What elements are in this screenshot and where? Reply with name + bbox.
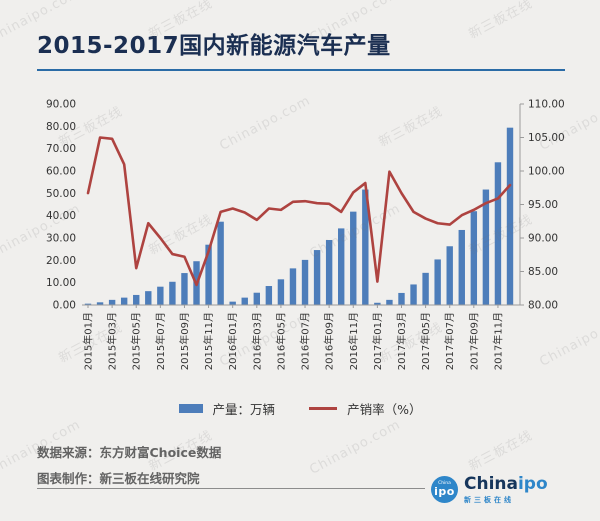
svg-text:2016年11月: 2016年11月 [347, 312, 360, 370]
svg-text:90.00: 90.00 [46, 99, 76, 111]
line-series-label: 产销率（%） [347, 402, 422, 417]
svg-text:2017年11月: 2017年11月 [491, 312, 504, 370]
svg-text:90.00: 90.00 [528, 233, 558, 245]
svg-text:2017年01月: 2017年01月 [371, 312, 384, 370]
svg-text:2016年01月: 2016年01月 [226, 312, 239, 370]
badge-main-text: ipo [434, 485, 455, 499]
svg-text:40.00: 40.00 [46, 210, 76, 222]
logo-wordmark: Chinaipo 新三板在线 [464, 476, 548, 504]
watermark-text: 新三板在线 [466, 428, 536, 475]
svg-text:20.00: 20.00 [46, 255, 76, 267]
svg-text:10.00: 10.00 [46, 277, 76, 289]
brand-name: Chinaipo [464, 476, 548, 493]
chinaipo-badge-icon: China ipo [431, 476, 458, 503]
svg-text:85.00: 85.00 [528, 266, 558, 278]
brand-part-ipo: ipo [517, 474, 548, 494]
svg-text:80.00: 80.00 [528, 300, 558, 312]
page-title: 2015-2017国内新能源汽车产量 [37, 33, 391, 59]
footer-divider [37, 488, 425, 489]
brand-part-china: China [464, 474, 518, 494]
chinaipo-logo: China ipo Chinaipo 新三板在线 [431, 476, 548, 504]
production-combo-chart: 0.00 10.00 20.00 30.00 40.00 50.00 60.00 70.00 8… [46, 99, 565, 371]
svg-text:2017年05月: 2017年05月 [419, 312, 432, 370]
svg-text:70.00: 70.00 [46, 143, 76, 155]
svg-text:95.00: 95.00 [528, 199, 558, 211]
svg-text:50.00: 50.00 [46, 188, 76, 200]
svg-text:0.00: 0.00 [53, 300, 76, 312]
svg-text:2015年07月: 2015年07月 [154, 312, 167, 370]
brand-subtext: 新三板在线 [464, 496, 514, 504]
svg-text:2016年07月: 2016年07月 [299, 312, 312, 370]
badge-top-text: China [438, 480, 451, 486]
svg-text:2017年09月: 2017年09月 [467, 312, 480, 370]
svg-text:2015年05月: 2015年05月 [130, 312, 143, 370]
bar-series-label: 产量：万辆 [212, 402, 276, 417]
chart-legend: 产量：万辆 产销率（%） [0, 399, 600, 418]
svg-text:80.00: 80.00 [46, 121, 76, 133]
line-series-swatch-icon [309, 407, 338, 410]
svg-text:2016年03月: 2016年03月 [250, 312, 263, 370]
svg-text:30.00: 30.00 [46, 233, 76, 245]
watermark-text: 新三板在线 [466, 0, 536, 43]
svg-text:2016年09月: 2016年09月 [323, 312, 336, 370]
chart-maker-text: 图表制作：新三板在线研究院 [37, 471, 200, 486]
svg-text:2015年09月: 2015年09月 [178, 312, 191, 370]
svg-text:60.00: 60.00 [46, 166, 76, 178]
svg-text:100.00: 100.00 [528, 166, 565, 178]
svg-text:2017年07月: 2017年07月 [443, 312, 456, 370]
bar-series-swatch-icon [178, 404, 203, 413]
svg-text:2015年11月: 2015年11月 [202, 312, 215, 370]
title-underline [37, 69, 565, 71]
footer-credits: 数据来源：东方财富Choice数据 图表制作：新三板在线研究院 [37, 440, 221, 492]
svg-text:2015年01月: 2015年01月 [82, 312, 95, 370]
svg-text:110.00: 110.00 [528, 99, 565, 111]
svg-text:105.00: 105.00 [528, 132, 565, 144]
svg-text:2017年03月: 2017年03月 [395, 312, 408, 370]
watermark-text: Chinaipo.com [307, 417, 404, 478]
svg-text:2016年05月: 2016年05月 [274, 312, 287, 370]
data-source-text: 数据来源：东方财富Choice数据 [37, 445, 222, 460]
svg-text:2015年03月: 2015年03月 [106, 312, 119, 370]
